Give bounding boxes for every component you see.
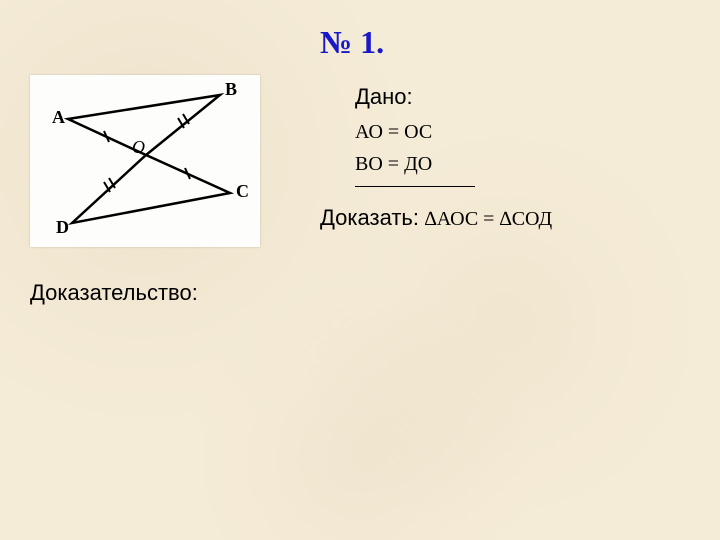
- given-line-2: ВО = ДО: [355, 149, 432, 179]
- problem-number: № 1.: [320, 24, 384, 61]
- prove-heading: Доказать:: [320, 205, 419, 230]
- given-line-1: АО = ОС: [355, 117, 432, 147]
- vertex-b-label: B: [225, 79, 237, 99]
- given-block: Дано: АО = ОС ВО = ДО: [355, 80, 432, 181]
- vertex-c-label: C: [236, 181, 249, 201]
- prove-block: Доказать: ∆АОС = ∆СОД: [320, 205, 552, 231]
- vertex-o-label: O: [132, 137, 145, 157]
- divider-line: [355, 186, 475, 187]
- geometry-diagram: A B C D O: [30, 75, 260, 247]
- vertex-d-label: D: [56, 217, 69, 237]
- vertex-a-label: A: [52, 107, 65, 127]
- prove-math: ∆АОС = ∆СОД: [424, 208, 552, 230]
- given-heading: Дано:: [355, 80, 432, 113]
- proof-heading: Доказательство:: [30, 280, 198, 306]
